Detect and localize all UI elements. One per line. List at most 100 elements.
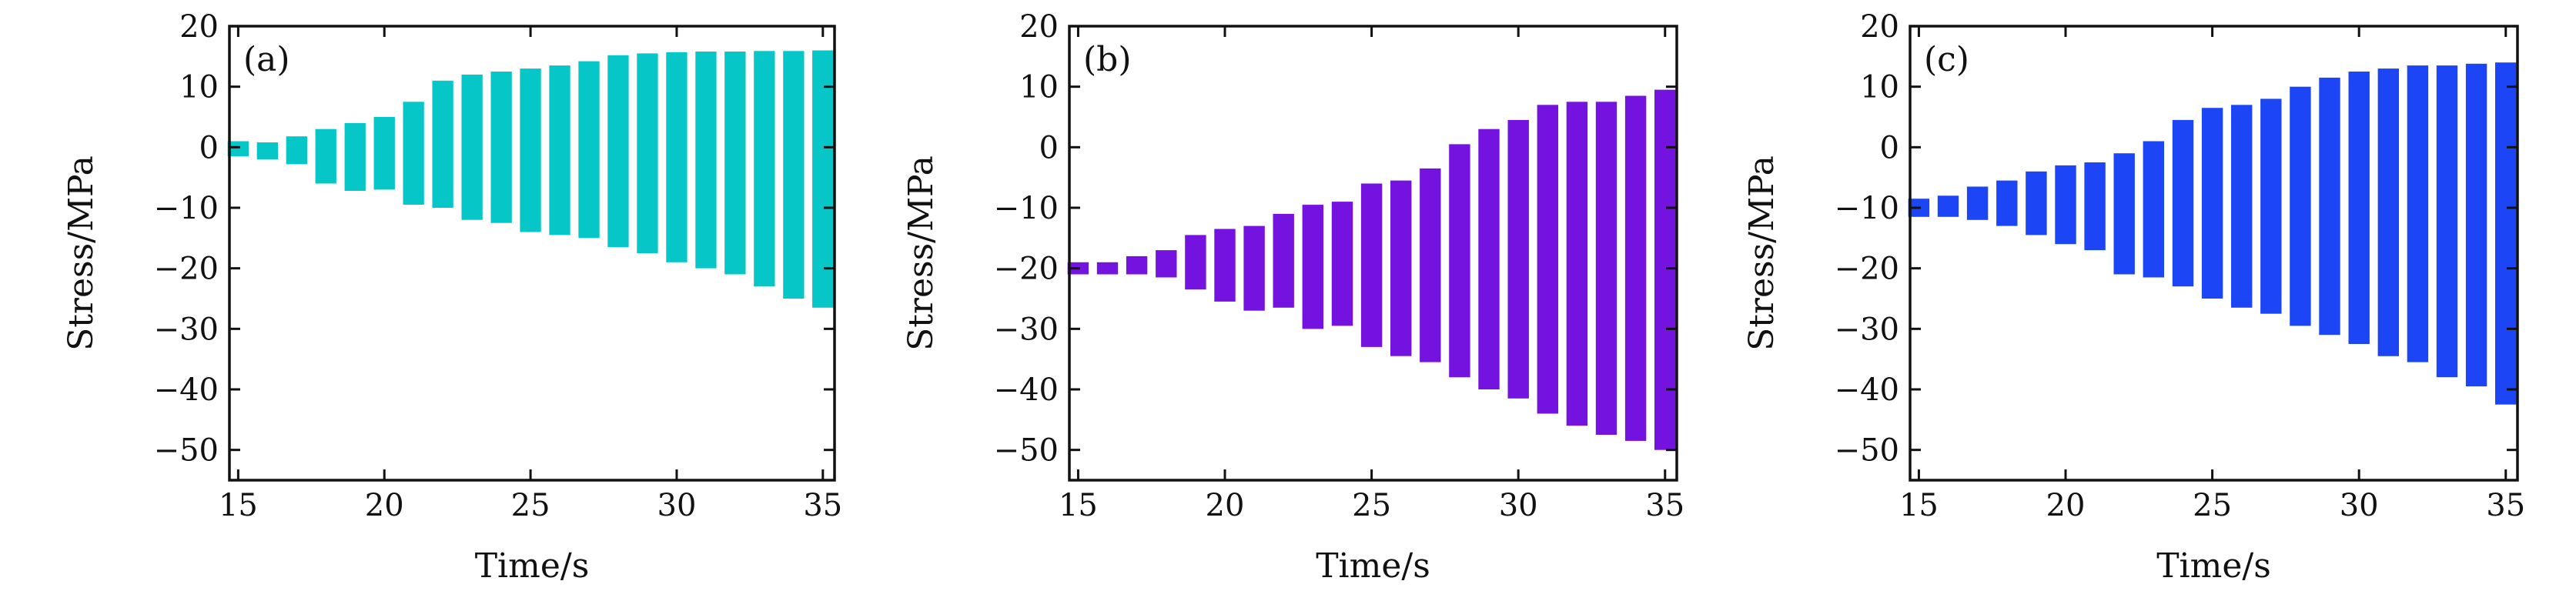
bar bbox=[1449, 144, 1470, 378]
y-tick-label: 10 bbox=[1860, 70, 1899, 105]
bar bbox=[666, 52, 687, 262]
x-tick-label: 35 bbox=[2486, 488, 2525, 523]
x-tick-label: 20 bbox=[365, 488, 404, 523]
y-tick-label: −50 bbox=[154, 433, 219, 469]
bar bbox=[1243, 225, 1265, 311]
y-tick-label: −40 bbox=[154, 372, 219, 408]
panel-label: (c) bbox=[1924, 40, 1969, 79]
chart-panel-3: 15 20 25 30 35 20 10 0 −10 −20 −30 −40 −50 Time/s Stre… bbox=[1742, 9, 2525, 586]
bar bbox=[373, 117, 395, 190]
bar bbox=[2055, 165, 2076, 245]
plot-frame bbox=[1909, 25, 2519, 482]
bar bbox=[432, 80, 453, 208]
bar bbox=[1537, 105, 1558, 414]
bar bbox=[2143, 141, 2164, 278]
y-tick-label: 0 bbox=[1880, 130, 1899, 165]
chart-panel-1: 15 20 25 30 35 20 10 0 −10 −20 −30 −40 −50 Time/s Stre… bbox=[62, 9, 842, 586]
bar bbox=[2026, 171, 2047, 235]
bar bbox=[2436, 65, 2458, 378]
bar bbox=[227, 141, 249, 157]
bar bbox=[2172, 119, 2194, 287]
bar bbox=[2348, 72, 2370, 344]
bar bbox=[1156, 250, 1177, 278]
bar bbox=[315, 129, 336, 184]
y-tick-label: −40 bbox=[1835, 372, 1899, 408]
y-tick-label: 20 bbox=[1860, 9, 1899, 45]
x-tick-label: 35 bbox=[1645, 488, 1684, 523]
x-tick-label: 35 bbox=[803, 488, 842, 523]
plot-frame bbox=[228, 25, 836, 482]
y-axis-label: Stress/MPa bbox=[62, 155, 101, 351]
y-tick-label: −50 bbox=[1835, 433, 1899, 469]
bar bbox=[2113, 153, 2135, 275]
y-tick-label: −20 bbox=[154, 252, 219, 287]
bar bbox=[1273, 213, 1294, 308]
x-tick-label: 20 bbox=[2046, 488, 2086, 523]
x-tick-label: 30 bbox=[1499, 488, 1538, 523]
x-tick-label: 30 bbox=[657, 488, 697, 523]
plot-frame bbox=[1068, 25, 1678, 482]
bar bbox=[2290, 86, 2311, 326]
y-tick-label: −10 bbox=[154, 191, 219, 226]
bar bbox=[578, 61, 600, 239]
bar bbox=[2407, 65, 2429, 362]
bar bbox=[2231, 105, 2253, 308]
bar bbox=[1566, 102, 1588, 426]
y-tick-label: −10 bbox=[1835, 191, 1899, 226]
x-tick-label: 25 bbox=[2193, 488, 2232, 523]
bar bbox=[1420, 168, 1441, 362]
x-tick-label: 20 bbox=[1206, 488, 1245, 523]
bar bbox=[1966, 186, 1989, 220]
bar bbox=[2201, 108, 2223, 299]
bar bbox=[1126, 255, 1148, 275]
x-axis-label: Time/s bbox=[1316, 546, 1430, 586]
bar bbox=[695, 52, 717, 269]
x-tick-label: 15 bbox=[1899, 488, 1939, 523]
bar bbox=[2495, 62, 2517, 405]
bar bbox=[724, 52, 746, 275]
bar bbox=[1654, 89, 1676, 450]
bar bbox=[344, 122, 366, 191]
x-tick-label: 25 bbox=[1352, 488, 1391, 523]
bar bbox=[1214, 229, 1236, 302]
y-tick-label: −30 bbox=[1835, 312, 1899, 347]
bar bbox=[2465, 63, 2487, 387]
panel-label: (a) bbox=[243, 40, 290, 79]
bar bbox=[2377, 68, 2399, 356]
y-tick-label: 20 bbox=[179, 9, 219, 45]
bar bbox=[1478, 129, 1500, 389]
y-tick-label: −50 bbox=[994, 433, 1059, 469]
bar bbox=[1996, 180, 2018, 226]
bar bbox=[1595, 102, 1618, 436]
bar bbox=[256, 142, 278, 159]
y-axis-label: Stress/MPa bbox=[1742, 155, 1781, 351]
y-tick-label: 0 bbox=[1039, 130, 1059, 165]
bar bbox=[1390, 180, 1412, 356]
y-tick-label: 10 bbox=[179, 70, 219, 105]
bar bbox=[754, 51, 775, 287]
x-tick-label: 25 bbox=[511, 488, 550, 523]
y-axis-label: Stress/MPa bbox=[902, 155, 941, 351]
bar bbox=[1302, 205, 1323, 329]
bar bbox=[1937, 195, 1959, 217]
y-tick-label: 10 bbox=[1019, 70, 1059, 105]
bar bbox=[490, 72, 512, 223]
y-tick-label: 20 bbox=[1019, 9, 1059, 45]
bar bbox=[1185, 235, 1206, 290]
y-tick-label: −30 bbox=[154, 312, 219, 347]
bar bbox=[607, 55, 629, 248]
bar bbox=[637, 53, 658, 254]
x-tick-label: 30 bbox=[2340, 488, 2379, 523]
bar bbox=[461, 74, 483, 220]
y-tick-label: −20 bbox=[994, 252, 1059, 287]
x-tick-label: 15 bbox=[1059, 488, 1098, 523]
bar bbox=[1624, 95, 1647, 441]
bar bbox=[1096, 262, 1119, 275]
y-tick-label: −40 bbox=[994, 372, 1059, 408]
bar bbox=[812, 50, 834, 308]
bar bbox=[520, 68, 541, 232]
x-axis-label: Time/s bbox=[2156, 546, 2271, 586]
bar bbox=[2260, 98, 2282, 314]
bar bbox=[1360, 183, 1383, 347]
